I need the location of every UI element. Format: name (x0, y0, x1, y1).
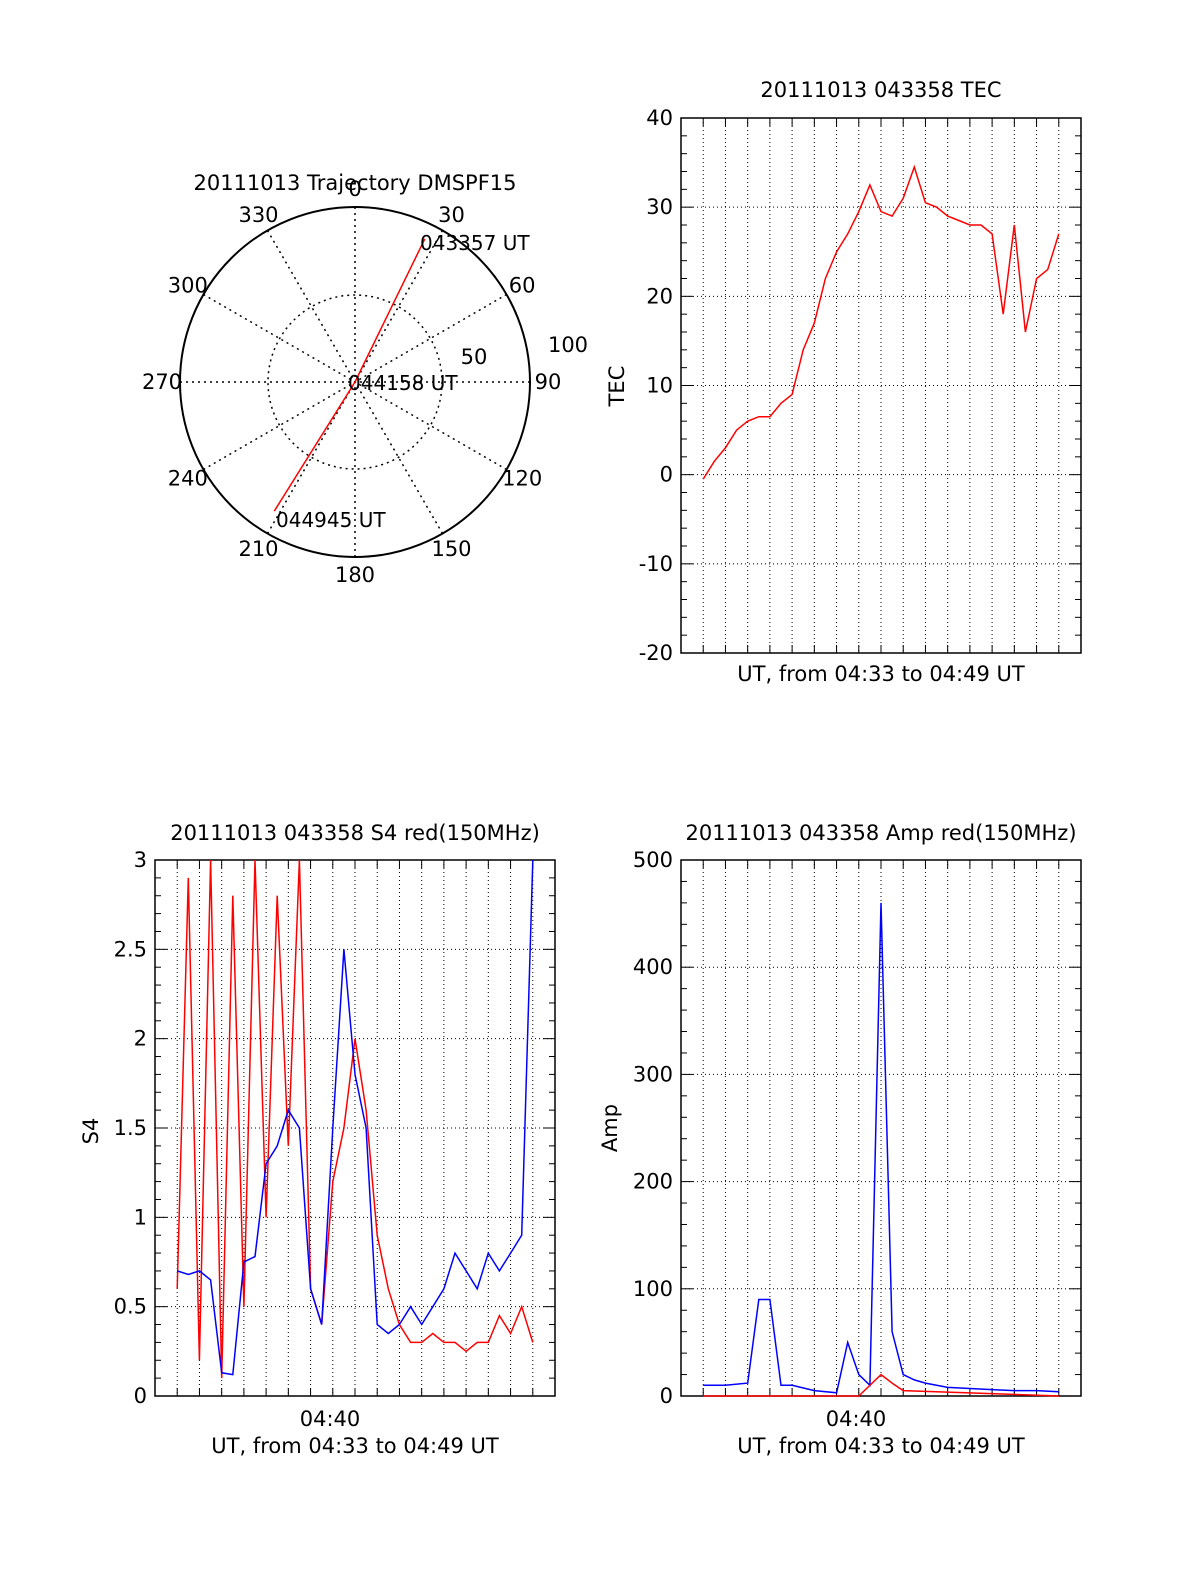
amp-ylabel: Amp (598, 1104, 622, 1152)
trajectory-mid-label: 044158 UT (348, 371, 458, 395)
tec-ytick-label: -20 (639, 641, 673, 665)
polar-title: 20111013 Trajectory DMSPF15 (193, 171, 516, 195)
s4-xtick-label: 04:40 (300, 1407, 361, 1431)
polar-angle-label: 60 (509, 274, 536, 298)
radial-label-100: 100 (548, 333, 588, 357)
amp-ytick-label: 400 (633, 955, 673, 979)
polar-inner-circle (267, 294, 443, 470)
polar-angle-label: 210 (238, 537, 278, 561)
tec-ytick-label: -10 (639, 552, 673, 576)
polar-angle-label: 240 (168, 467, 208, 491)
tec-series-line (702, 164, 1060, 480)
amp-ytick-label: 300 (633, 1062, 673, 1086)
amp-xlabel: UT, from 04:33 to 04:49 UT (737, 1434, 1025, 1458)
amp-xtick-label: 04:40 (826, 1407, 887, 1431)
s4-ytick-label: 1.5 (114, 1116, 147, 1140)
tec-ytick-label: 10 (646, 374, 673, 398)
s4-xlabel: UT, from 04:33 to 04:49 UT (211, 1434, 499, 1458)
polar-angle-label: 0 (348, 177, 361, 201)
amp-ytick-label: 0 (660, 1384, 673, 1408)
s4-series-blue (176, 859, 534, 1376)
polar-trajectory-panel: 20111013 Trajectory DMSPF15 0 30 60 90 120 15… (142, 171, 588, 587)
amp-ytick-label: 100 (633, 1277, 673, 1301)
amp-ytick-label: 200 (633, 1170, 673, 1194)
trajectory-start-label: 043357 UT (420, 231, 530, 255)
s4-ytick-label: 0 (134, 1384, 147, 1408)
s4-series-red (176, 859, 534, 1379)
tec-xlabel: UT, from 04:33 to 04:49 UT (737, 662, 1025, 686)
s4-panel: 20111013 043358 S4 red(150MHz) 0 0.5 1 1.5 2… (79, 821, 556, 1458)
tec-ytick-label: 0 (660, 463, 673, 487)
tec-ylabel: TEC (605, 366, 629, 408)
s4-ytick-label: 2.5 (114, 937, 147, 961)
s4-ylabel: S4 (79, 1118, 103, 1145)
polar-angle-label: 150 (431, 537, 471, 561)
amp-panel: 20111013 043358 Amp red(150MHz) 0 100 200 3… (598, 821, 1082, 1458)
radial-label-50: 50 (461, 345, 488, 369)
tec-title: 20111013 043358 TEC (760, 78, 1001, 102)
amp-ytick-label: 500 (633, 848, 673, 872)
polar-angle-label: 300 (168, 274, 208, 298)
trajectory-end-label: 044945 UT (276, 508, 386, 532)
amp-title: 20111013 043358 Amp red(150MHz) (685, 821, 1076, 845)
polar-angle-label: 30 (438, 203, 465, 227)
s4-title: 20111013 043358 S4 red(150MHz) (170, 821, 540, 845)
polar-angle-label: 270 (142, 370, 182, 394)
polar-angle-label: 330 (238, 203, 278, 227)
polar-angle-label: 120 (502, 467, 542, 491)
tec-ytick-label: 40 (646, 106, 673, 130)
s4-ytick-label: 0.5 (114, 1295, 147, 1319)
polar-angle-label: 90 (535, 370, 562, 394)
s4-ytick-label: 1 (134, 1205, 147, 1229)
s4-ytick-label: 2 (134, 1027, 147, 1051)
tec-panel: 20111013 043358 TEC -20 -10 0 10 20 30 40 UT, … (605, 78, 1082, 686)
tec-ytick-label: 20 (646, 284, 673, 308)
amp-series-red (703, 1373, 1059, 1397)
trajectory-line (273, 238, 426, 512)
s4-ytick-label: 3 (134, 848, 147, 872)
polar-angle-label: 180 (335, 563, 375, 587)
tec-ytick-label: 30 (646, 195, 673, 219)
